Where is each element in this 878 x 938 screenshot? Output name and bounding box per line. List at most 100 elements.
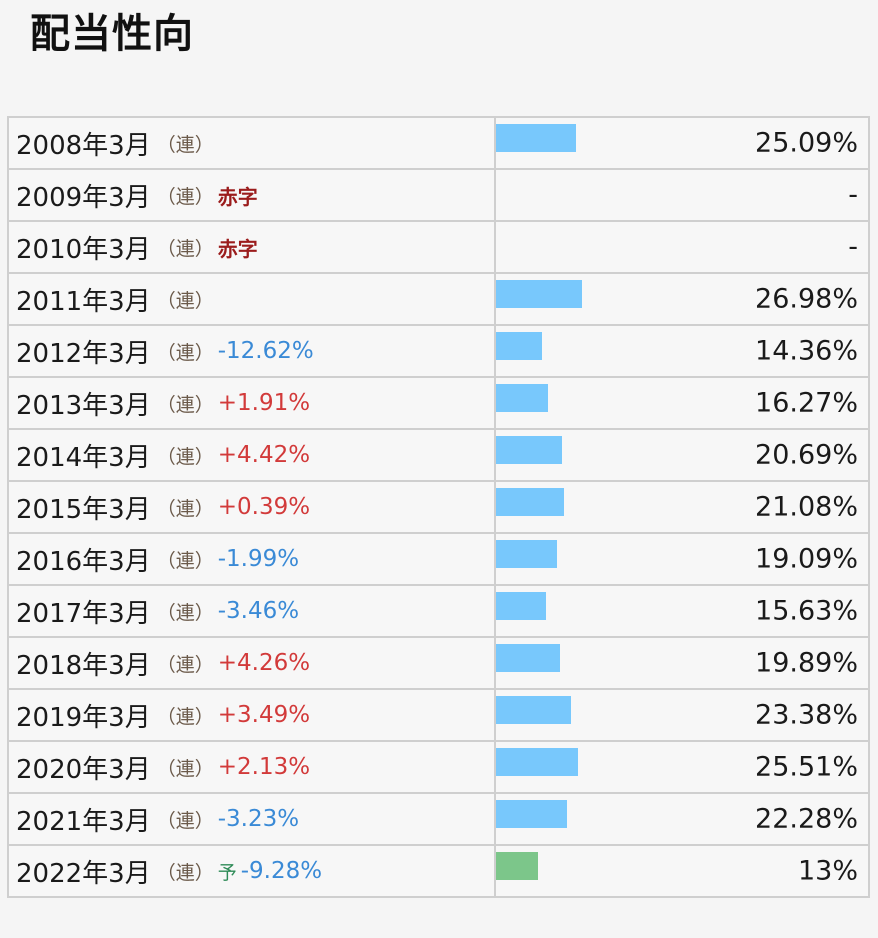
fiscal-year: 2014年3月 xyxy=(16,442,151,473)
payout-ratio-cell: 15.63% xyxy=(494,584,870,638)
fiscal-year: 2020年3月 xyxy=(16,754,151,785)
payout-ratio-bar xyxy=(496,800,568,828)
consolidated-label: （連） xyxy=(156,497,214,520)
page-title: 配当性向 xyxy=(30,11,194,57)
fiscal-year: 2016年3月 xyxy=(16,546,151,577)
payout-ratio-cell: 22.28% xyxy=(494,792,870,846)
payout-ratio-cell: 25.51% xyxy=(494,740,870,794)
payout-ratio-value: 15.63% xyxy=(755,595,858,627)
payout-ratio-bar xyxy=(496,332,543,360)
table-row: 2017年3月 （連） -3.46% 15.63% xyxy=(6,584,870,638)
payout-ratio-value: - xyxy=(848,231,858,263)
payout-ratio-value: 21.08% xyxy=(755,491,858,523)
deficit-label: 赤字 xyxy=(217,184,258,209)
table-row: 2019年3月 （連） +3.49% 23.38% xyxy=(6,688,870,742)
table-row: 2014年3月 （連） +4.42% 20.69% xyxy=(6,428,870,482)
fiscal-year-cell: 2022年3月 （連）予 -9.28% xyxy=(6,844,497,898)
payout-ratio-cell: - xyxy=(494,220,870,274)
fiscal-year: 2021年3月 xyxy=(16,806,151,837)
consolidated-label: （連） xyxy=(156,133,214,156)
table-row: 2013年3月 （連） +1.91% 16.27% xyxy=(6,376,870,430)
consolidated-label: （連） xyxy=(156,705,214,728)
table-row: 2009年3月 （連） 赤字 - xyxy=(6,168,870,222)
payout-ratio-value: 23.38% xyxy=(755,699,858,731)
fiscal-year-cell: 2008年3月 （連） xyxy=(6,116,497,170)
fiscal-year: 2012年3月 xyxy=(16,338,151,369)
consolidated-label: （連） xyxy=(156,289,214,312)
payout-ratio-bar xyxy=(496,696,571,724)
consolidated-label: （連） xyxy=(156,809,214,832)
payout-ratio-cell: 26.98% xyxy=(494,272,870,326)
fiscal-year-cell: 2021年3月 （連） -3.23% xyxy=(6,792,497,846)
table-row: 2010年3月 （連） 赤字 - xyxy=(6,220,870,274)
payout-ratio-cell: 14.36% xyxy=(494,324,870,378)
consolidated-label: （連） xyxy=(156,393,214,416)
payout-ratio-cell: 21.08% xyxy=(494,480,870,534)
payout-ratio-bar xyxy=(496,436,563,464)
deficit-label: 赤字 xyxy=(217,236,258,261)
fiscal-year-cell: 2019年3月 （連） +3.49% xyxy=(6,688,497,742)
fiscal-year-cell: 2014年3月 （連） +4.42% xyxy=(6,428,497,482)
table-row: 2022年3月 （連）予 -9.28% 13% xyxy=(6,844,870,898)
payout-ratio-value: 19.09% xyxy=(755,543,858,575)
consolidated-label: （連） xyxy=(156,653,214,676)
fiscal-year: 2009年3月 xyxy=(16,182,151,213)
fiscal-year: 2022年3月 xyxy=(16,858,151,889)
change-value: +4.26% xyxy=(217,650,311,676)
payout-ratio-value: 22.28% xyxy=(755,803,858,835)
payout-ratio-cell: 20.69% xyxy=(494,428,870,482)
change-value: -12.62% xyxy=(217,338,314,364)
payout-ratio-bar xyxy=(496,852,538,880)
payout-ratio-cell: 19.89% xyxy=(494,636,870,690)
consolidated-label: （連） xyxy=(156,445,214,468)
consolidated-label: （連） xyxy=(156,601,214,624)
consolidated-label: （連） xyxy=(156,757,214,780)
table-row: 2021年3月 （連） -3.23% 22.28% xyxy=(6,792,870,846)
fiscal-year: 2017年3月 xyxy=(16,598,151,629)
consolidated-label: （連） xyxy=(156,237,214,260)
payout-ratio-value: 16.27% xyxy=(755,387,858,419)
payout-ratio-value: 25.09% xyxy=(755,127,858,159)
consolidated-label: （連） xyxy=(156,549,214,572)
payout-ratio-value: 14.36% xyxy=(755,335,858,367)
payout-ratio-bar xyxy=(496,384,549,412)
payout-ratio-bar xyxy=(496,488,564,516)
fiscal-year: 2008年3月 xyxy=(16,130,151,161)
fiscal-year-cell: 2016年3月 （連） -1.99% xyxy=(6,532,497,586)
fiscal-year: 2018年3月 xyxy=(16,650,151,681)
fiscal-year-cell: 2010年3月 （連） 赤字 xyxy=(6,220,497,274)
fiscal-year-cell: 2013年3月 （連） +1.91% xyxy=(6,376,497,430)
change-value: +1.91% xyxy=(217,390,311,416)
fiscal-year-cell: 2012年3月 （連） -12.62% xyxy=(6,324,497,378)
table-row: 2020年3月 （連） +2.13% 25.51% xyxy=(6,740,870,794)
fiscal-year: 2015年3月 xyxy=(16,494,151,525)
change-value: +4.42% xyxy=(217,442,311,468)
payout-ratio-table: 2008年3月 （連） 25.09% 2009年3月 （連） 赤字 -2010年3月 （連）赤… xyxy=(6,116,870,898)
fiscal-year: 2011年3月 xyxy=(16,286,151,317)
fiscal-year: 2013年3月 xyxy=(16,390,151,421)
payout-ratio-value: - xyxy=(848,179,858,211)
table-row: 2015年3月 （連） +0.39% 21.08% xyxy=(6,480,870,534)
payout-ratio-bar xyxy=(496,124,577,152)
table-row: 2012年3月 （連） -12.62% 14.36% xyxy=(6,324,870,378)
payout-ratio-cell: 23.38% xyxy=(494,688,870,742)
change-value: +2.13% xyxy=(217,754,311,780)
fiscal-year-cell: 2009年3月 （連） 赤字 xyxy=(6,168,497,222)
change-value: -9.28% xyxy=(240,858,323,884)
payout-ratio-value: 13% xyxy=(797,855,858,887)
payout-ratio-cell: 25.09% xyxy=(494,116,870,170)
payout-ratio-bar xyxy=(496,592,547,620)
forecast-label: 予 xyxy=(217,861,237,884)
change-value: +3.49% xyxy=(217,702,311,728)
payout-ratio-bar xyxy=(496,644,560,672)
fiscal-year: 2010年3月 xyxy=(16,234,151,265)
change-value: -1.99% xyxy=(217,546,300,572)
fiscal-year-cell: 2011年3月 （連） xyxy=(6,272,497,326)
payout-ratio-cell: - xyxy=(494,168,870,222)
table-row: 2008年3月 （連） 25.09% xyxy=(6,116,870,170)
payout-ratio-cell: 16.27% xyxy=(494,376,870,430)
fiscal-year-cell: 2018年3月 （連） +4.26% xyxy=(6,636,497,690)
payout-ratio-bar xyxy=(496,748,578,776)
payout-ratio-bar xyxy=(496,280,583,308)
payout-ratio-value: 26.98% xyxy=(755,283,858,315)
